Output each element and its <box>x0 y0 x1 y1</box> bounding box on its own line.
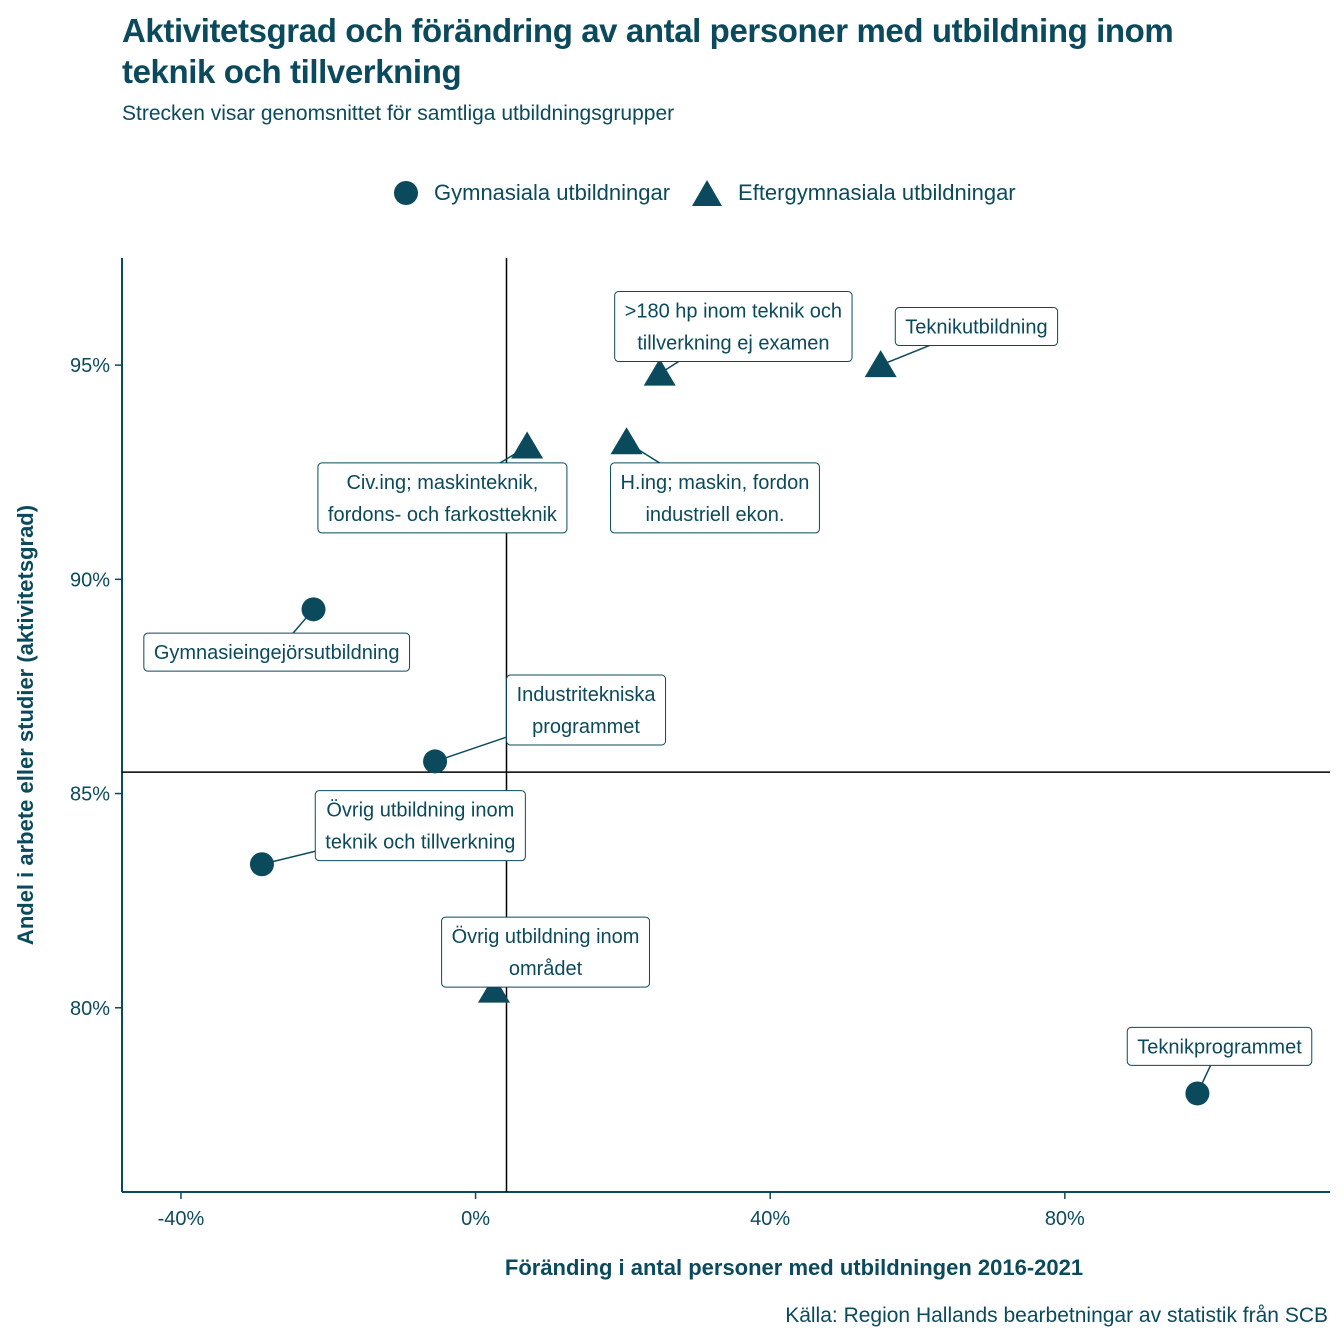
legend-item-gymnasiala: Gymnasiala utbildningar <box>392 179 670 207</box>
point-label: Övrig utbildning inom området <box>441 916 650 988</box>
point-label-text: Civ.ing; maskinteknik, <box>346 472 538 494</box>
point-label: Övrig utbildning inom teknik och tillverk… <box>314 790 526 862</box>
data-point-circle <box>423 749 448 774</box>
y-tick-label: 90% <box>70 569 110 591</box>
chart-title: Aktivitetsgrad och förändring av antal p… <box>122 12 1174 90</box>
point-label: Teknikutbildning <box>894 307 1059 347</box>
data-point-triangle <box>643 358 676 386</box>
point-label-text: programmet <box>532 716 640 738</box>
point-label-text: tillverkning ej examen <box>637 333 829 355</box>
point-label-text: >180 hp inom teknik och <box>625 301 842 323</box>
point-label-text: Teknikutbildning <box>905 317 1047 339</box>
point-label-text: fordons- och farkostteknik <box>328 504 558 526</box>
legend: Gymnasiala utbildningar Eftergymnasiala … <box>392 174 1026 212</box>
point-label-box <box>609 462 820 534</box>
x-tick-label: 80% <box>1045 1208 1085 1230</box>
point-label-box <box>314 790 526 862</box>
scatter-chart: -40% 0% 40% 80% 80% 85% 90% 95% Föränding i anta… <box>13 258 1330 1280</box>
data-point-triangle <box>511 431 544 459</box>
point-label-text: H.ing; maskin, fordon <box>620 472 809 494</box>
point-label-text: Övrig utbildning inom <box>326 800 514 822</box>
circle-marker-icon <box>394 181 418 205</box>
point-label: H.ing; maskin, fordon industriell ekon. <box>609 462 820 534</box>
point-label: Industritekniska programmet <box>506 674 667 746</box>
data-point-circle <box>1185 1081 1210 1106</box>
x-axis-title: Föränding i antal personer med utbildnin… <box>505 1255 1083 1280</box>
x-tick-label: 40% <box>750 1208 790 1230</box>
point-label-box <box>1126 1026 1313 1066</box>
point-label-box <box>317 462 568 534</box>
x-tick-label: -40% <box>158 1208 205 1230</box>
y-axis-title: Andel i arbete eller studier (aktivitets… <box>13 505 38 945</box>
y-tick-label: 85% <box>70 784 110 806</box>
x-tick-label: 0% <box>461 1208 490 1230</box>
point-label-box <box>894 307 1059 347</box>
chart-caption: Källa: Region Hallands bearbetningar av … <box>785 1304 1328 1327</box>
point-label-box <box>614 291 853 363</box>
triangle-marker-icon <box>692 180 723 206</box>
y-tick-label: 80% <box>70 998 110 1020</box>
point-label-text: området <box>509 958 583 980</box>
point-label-text: Industritekniska <box>517 684 657 706</box>
y-tick-label: 95% <box>70 355 110 377</box>
point-label-box <box>143 632 411 672</box>
point-label-box <box>506 674 667 746</box>
point-label: Teknikprogrammet <box>1126 1026 1313 1066</box>
legend-label-eftergymnasiala: Eftergymnasiala utbildningar <box>738 180 1016 205</box>
data-point-circle <box>249 852 274 877</box>
data-point-triangle <box>610 427 643 455</box>
point-label-text: Teknikprogrammet <box>1137 1036 1302 1058</box>
legend-label-gymnasiala: Gymnasiala utbildningar <box>434 180 671 205</box>
chart-subtitle: Strecken visar genomsnittet för samtliga… <box>122 102 675 125</box>
point-label-text: industriell ekon. <box>645 504 784 526</box>
legend-item-eftergymnasiala: Eftergymnasiala utbildningar <box>690 178 1016 208</box>
point-label-text: Gymnasieingejörsutbildning <box>154 642 400 664</box>
point-label: >180 hp inom teknik och tillverkning ej e… <box>614 291 853 363</box>
point-label: Civ.ing; maskinteknik, fordons- och farko… <box>317 462 568 534</box>
data-point-triangle <box>864 350 897 378</box>
point-label-text: teknik och tillverkning <box>325 832 515 854</box>
point-label-box <box>441 916 650 988</box>
point-label: Gymnasieingejörsutbildning <box>143 632 411 672</box>
data-point-triangle <box>477 975 510 1003</box>
data-point-circle <box>301 597 326 622</box>
point-label-text: Övrig utbildning inom <box>452 926 640 948</box>
